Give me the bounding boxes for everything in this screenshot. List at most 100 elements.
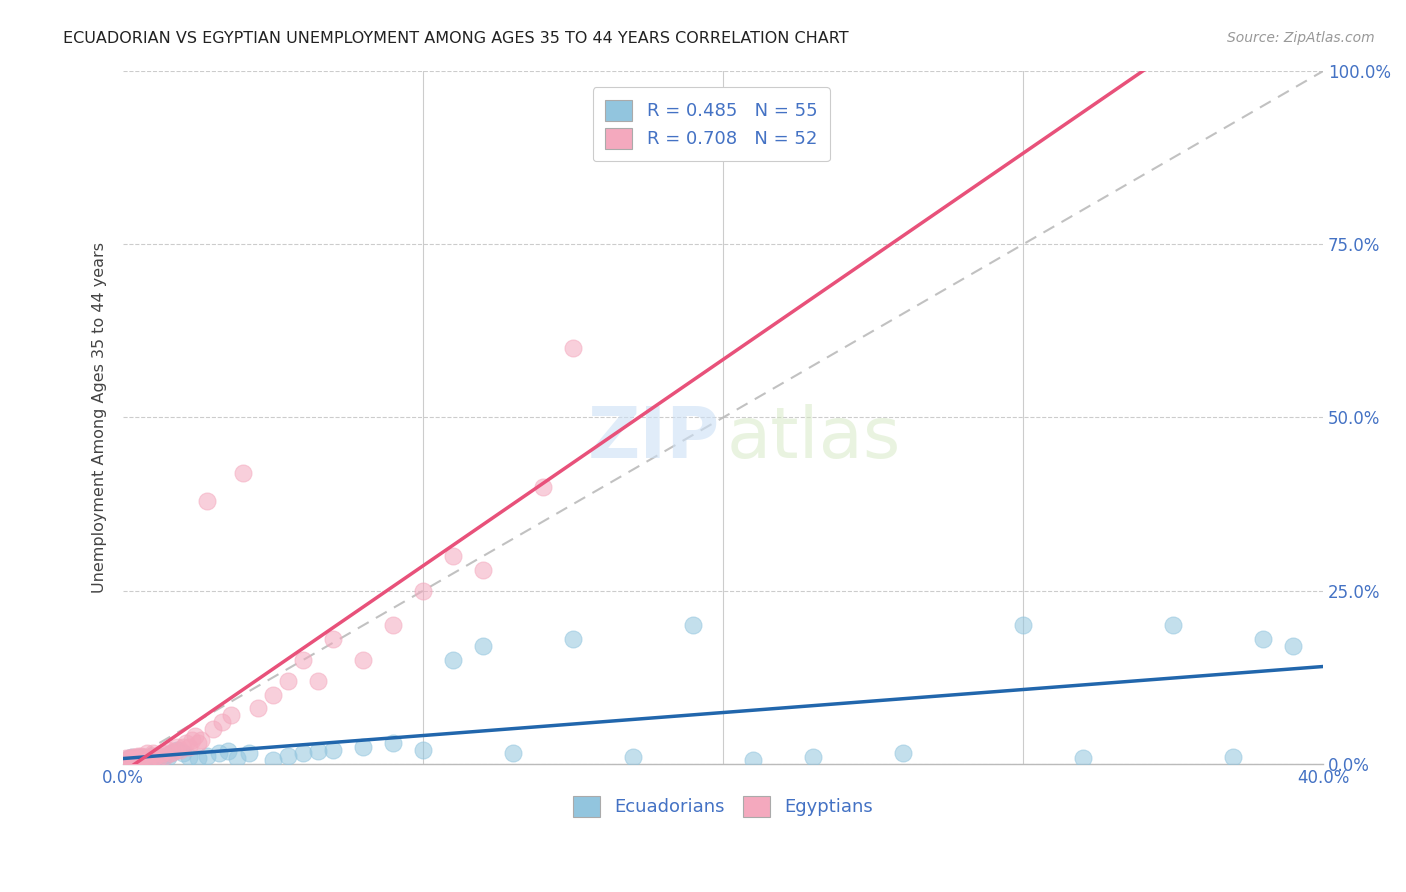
Point (136, 751, 159, 765)
Point (179, 739, 201, 754)
Y-axis label: Unemployment Among Ages 35 to 44 years: Unemployment Among Ages 35 to 44 years (93, 242, 107, 593)
Point (181, 732, 204, 747)
Point (139, 753, 162, 767)
Point (277, 673, 299, 688)
Point (134, 750, 156, 764)
Point (1282, 639, 1305, 653)
Point (232, 466, 254, 480)
Point (150, 751, 173, 765)
Point (1222, 750, 1244, 764)
Point (217, 744, 239, 758)
Point (160, 747, 183, 761)
Point (1251, 632, 1274, 647)
Point (202, 722, 225, 736)
Point (115, 753, 138, 767)
Point (142, 750, 165, 764)
Point (292, 653, 315, 667)
Point (118, 753, 141, 767)
Point (129, 753, 152, 767)
Text: Source: ZipAtlas.com: Source: ZipAtlas.com (1227, 31, 1375, 45)
Point (307, 744, 329, 758)
Point (307, 673, 329, 688)
Point (172, 739, 194, 754)
Point (134, 753, 156, 767)
Point (172, 747, 194, 761)
Point (163, 744, 186, 758)
Point (136, 753, 159, 767)
Point (742, 753, 765, 767)
Point (184, 729, 207, 743)
Point (124, 751, 146, 765)
Point (208, 747, 231, 761)
Point (472, 639, 495, 653)
Point (148, 750, 170, 764)
Point (1161, 618, 1184, 632)
Point (412, 583, 434, 598)
Point (562, 632, 585, 647)
Point (195, 493, 218, 508)
Point (472, 563, 495, 577)
Point (195, 748, 218, 763)
Text: ZIP: ZIP (588, 404, 720, 473)
Point (142, 751, 165, 765)
Point (801, 750, 824, 764)
Point (238, 747, 260, 761)
Point (118, 753, 141, 767)
Point (1012, 618, 1035, 632)
Point (115, 753, 138, 767)
Point (262, 753, 284, 767)
Point (155, 748, 177, 763)
Point (352, 653, 374, 667)
Point (145, 748, 167, 763)
Point (190, 732, 212, 747)
Point (322, 743, 344, 757)
Point (129, 751, 152, 765)
Point (221, 708, 243, 723)
Point (129, 751, 152, 765)
Point (166, 739, 188, 754)
Point (124, 750, 146, 764)
Point (142, 747, 165, 761)
Point (382, 736, 405, 750)
Point (322, 632, 344, 647)
Point (441, 549, 464, 563)
Point (134, 750, 156, 764)
Point (160, 747, 183, 761)
Point (502, 747, 524, 761)
Point (118, 751, 141, 765)
Point (412, 743, 434, 757)
Text: atlas: atlas (727, 404, 901, 473)
Point (262, 688, 284, 702)
Point (121, 750, 143, 764)
Point (150, 747, 173, 761)
Point (121, 753, 143, 767)
Point (139, 750, 162, 764)
Point (382, 618, 405, 632)
Point (121, 753, 143, 767)
Point (124, 753, 146, 767)
Point (531, 480, 554, 494)
Point (166, 743, 188, 757)
Point (187, 736, 209, 750)
Point (174, 736, 197, 750)
Point (121, 750, 143, 764)
Point (1071, 751, 1094, 765)
Point (136, 747, 159, 761)
Point (621, 750, 644, 764)
Point (142, 751, 165, 765)
Point (127, 748, 149, 763)
Text: ECUADORIAN VS EGYPTIAN UNEMPLOYMENT AMONG AGES 35 TO 44 YEARS CORRELATION CHART: ECUADORIAN VS EGYPTIAN UNEMPLOYMENT AMON… (63, 31, 849, 46)
Legend: Ecuadorians, Egyptians: Ecuadorians, Egyptians (565, 789, 880, 824)
Point (157, 743, 180, 757)
Point (145, 748, 167, 763)
Point (148, 750, 170, 764)
Point (682, 618, 704, 632)
Point (247, 701, 270, 715)
Point (562, 341, 585, 355)
Point (127, 753, 149, 767)
Point (169, 743, 191, 757)
Point (277, 748, 299, 763)
Point (352, 739, 374, 754)
Point (155, 748, 177, 763)
Point (129, 748, 152, 763)
